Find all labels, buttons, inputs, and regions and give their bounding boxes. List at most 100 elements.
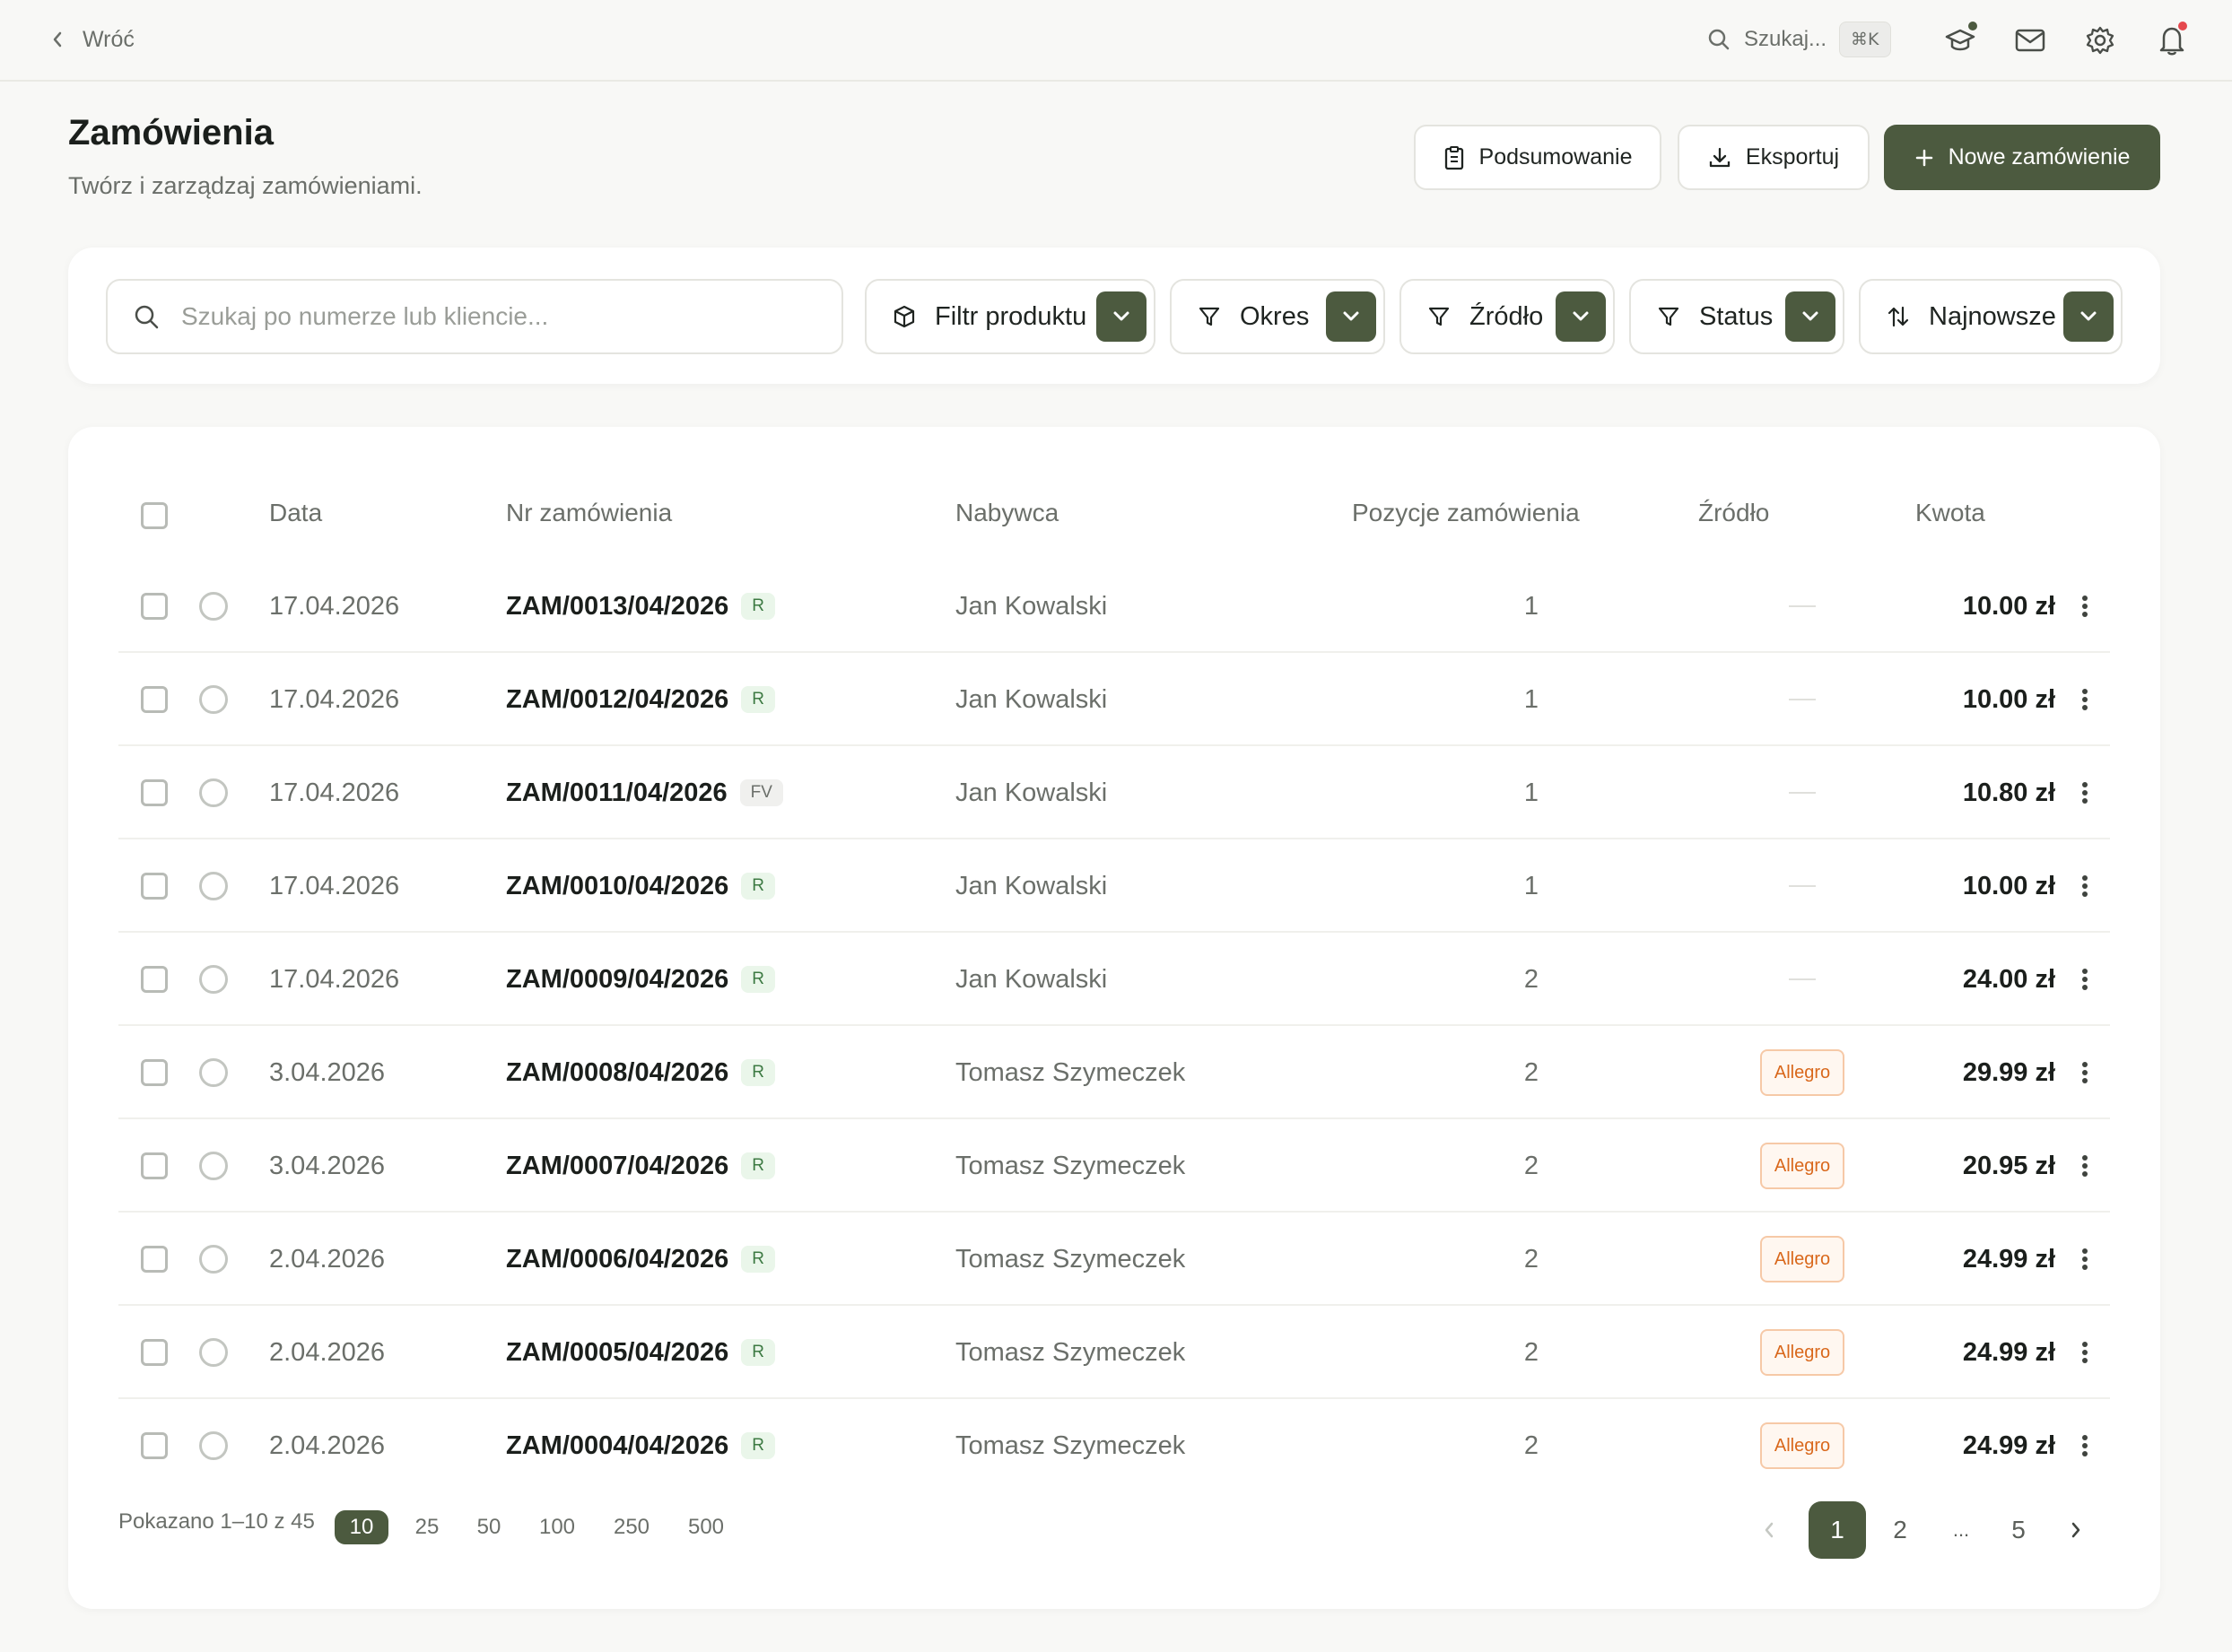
period-filter-toggle[interactable] <box>1326 291 1376 342</box>
global-search[interactable]: Szukaj... ⌘K <box>1706 20 1891 59</box>
row-checkbox[interactable] <box>141 593 168 620</box>
notifications-badge <box>2176 20 2189 32</box>
chevron-down-icon <box>1573 311 1589 321</box>
table-row[interactable]: 17.04.2026 ZAM/0010/04/2026 R Jan Kowalski 1… <box>118 839 2110 933</box>
column-date[interactable]: Data <box>269 499 323 526</box>
row-status-radio[interactable] <box>199 872 228 900</box>
column-buyer[interactable]: Nabywca <box>955 499 1059 526</box>
order-number-cell[interactable]: ZAM/0011/04/2026 FV <box>506 746 783 839</box>
order-date: 17.04.2026 <box>269 964 400 994</box>
order-number-cell[interactable]: ZAM/0008/04/2026 R <box>506 1026 776 1119</box>
order-number-cell[interactable]: ZAM/0009/04/2026 R <box>506 933 776 1026</box>
new-order-button[interactable]: Nowe zamówienie <box>1884 125 2160 190</box>
product-filter[interactable]: Filtr produktu <box>865 279 1155 354</box>
row-checkbox[interactable] <box>141 1152 168 1179</box>
notifications-button[interactable] <box>2151 20 2193 61</box>
order-number-cell[interactable]: ZAM/0012/04/2026 R <box>506 653 776 746</box>
row-checkbox[interactable] <box>141 873 168 900</box>
row-actions-button[interactable] <box>2067 933 2103 1026</box>
row-actions-button[interactable] <box>2067 560 2103 653</box>
page-size-option[interactable]: 10 <box>335 1510 388 1544</box>
back-button[interactable]: Wróć <box>50 23 135 56</box>
page-button[interactable]: 5 <box>2011 1516 2026 1543</box>
page-button-current[interactable]: 1 <box>1809 1501 1866 1559</box>
order-number-cell[interactable]: ZAM/0006/04/2026 R <box>506 1213 776 1306</box>
source-filter-toggle[interactable] <box>1556 291 1606 342</box>
order-number-cell[interactable]: ZAM/0010/04/2026 R <box>506 839 776 933</box>
row-status-radio[interactable] <box>199 965 228 994</box>
product-filter-toggle[interactable] <box>1096 291 1147 342</box>
page-size-option[interactable]: 500 <box>687 1515 725 1539</box>
row-status-radio[interactable] <box>199 1338 228 1367</box>
row-status-radio[interactable] <box>199 778 228 807</box>
more-vertical-icon <box>2082 1248 2088 1270</box>
order-number-cell[interactable]: ZAM/0007/04/2026 R <box>506 1119 776 1213</box>
table-row[interactable]: 3.04.2026 ZAM/0007/04/2026 R Tomasz Szymecz… <box>118 1119 2110 1213</box>
table-row[interactable]: 17.04.2026 ZAM/0012/04/2026 R Jan Kowalski 1… <box>118 653 2110 746</box>
column-items[interactable]: Pozycje zamówienia <box>1352 499 1580 526</box>
order-items-count: 2 <box>1523 964 1539 994</box>
row-status-radio[interactable] <box>199 592 228 621</box>
settings-button[interactable] <box>2079 20 2121 61</box>
export-button[interactable]: Eksportuj <box>1678 125 1870 190</box>
export-label: Eksportuj <box>1745 144 1840 170</box>
table-row[interactable]: 17.04.2026 ZAM/0013/04/2026 R Jan Kowalski 1… <box>118 560 2110 653</box>
summary-button[interactable]: Podsumowanie <box>1414 125 1661 190</box>
page-size-option[interactable]: 100 <box>538 1515 576 1539</box>
row-checkbox[interactable] <box>141 1432 168 1459</box>
row-divider <box>118 1397 2110 1399</box>
order-search[interactable] <box>106 279 843 354</box>
table-row[interactable]: 2.04.2026 ZAM/0004/04/2026 R Tomasz Szymecz… <box>118 1399 2110 1492</box>
order-date: 2.04.2026 <box>269 1244 386 1274</box>
row-checkbox[interactable] <box>141 686 168 713</box>
order-number-cell[interactable]: ZAM/0004/04/2026 R <box>506 1399 776 1492</box>
table-row[interactable]: 3.04.2026 ZAM/0008/04/2026 R Tomasz Szymecz… <box>118 1026 2110 1119</box>
row-checkbox[interactable] <box>141 1339 168 1366</box>
row-actions-button[interactable] <box>2067 1026 2103 1119</box>
sort-select-toggle[interactable] <box>2063 291 2114 342</box>
column-order-number[interactable]: Nr zamówienia <box>506 499 673 526</box>
page-size-option[interactable]: 250 <box>613 1515 650 1539</box>
row-checkbox[interactable] <box>141 1059 168 1086</box>
previous-page-button[interactable] <box>1751 1501 1787 1559</box>
order-source <box>1739 746 1865 839</box>
source-badge: Allegro <box>1759 1236 1845 1282</box>
row-actions-button[interactable] <box>2067 746 2103 839</box>
row-actions-button[interactable] <box>2067 1399 2103 1492</box>
table-row[interactable]: 2.04.2026 ZAM/0005/04/2026 R Tomasz Szymecz… <box>118 1306 2110 1399</box>
learning-button[interactable] <box>1940 20 1981 61</box>
order-number-cell[interactable]: ZAM/0013/04/2026 R <box>506 560 776 653</box>
row-actions-button[interactable] <box>2067 839 2103 933</box>
row-status-radio[interactable] <box>199 1058 228 1087</box>
status-filter-toggle[interactable] <box>1785 291 1835 342</box>
order-search-input[interactable] <box>181 302 809 331</box>
row-status-radio[interactable] <box>199 685 228 714</box>
row-actions-button[interactable] <box>2067 1306 2103 1399</box>
row-status-radio[interactable] <box>199 1431 228 1460</box>
row-checkbox[interactable] <box>141 1246 168 1273</box>
table-row[interactable]: 17.04.2026 ZAM/0011/04/2026 FV Jan Kowalski… <box>118 746 2110 839</box>
messages-button[interactable] <box>2010 20 2051 61</box>
plus-icon <box>1915 149 1932 166</box>
row-actions-button[interactable] <box>2067 1119 2103 1213</box>
table-row[interactable]: 2.04.2026 ZAM/0006/04/2026 R Tomasz Szymecz… <box>118 1213 2110 1306</box>
row-checkbox[interactable] <box>141 966 168 993</box>
table-row[interactable]: 17.04.2026 ZAM/0009/04/2026 R Jan Kowalski 2… <box>118 933 2110 1026</box>
page-button[interactable]: 2 <box>1893 1516 1907 1543</box>
row-status-radio[interactable] <box>199 1152 228 1180</box>
sort-select[interactable]: Najnowsze <box>1859 279 2123 354</box>
row-actions-button[interactable] <box>2067 653 2103 746</box>
status-filter[interactable]: Status <box>1629 279 1844 354</box>
source-filter[interactable]: Źródło <box>1399 279 1615 354</box>
order-number-cell[interactable]: ZAM/0005/04/2026 R <box>506 1306 776 1399</box>
page-size-option[interactable]: 50 <box>476 1515 501 1539</box>
next-page-button[interactable] <box>2058 1501 2094 1559</box>
column-amount[interactable]: Kwota <box>1915 499 1985 526</box>
page-size-option[interactable]: 25 <box>414 1515 440 1539</box>
period-filter[interactable]: Okres <box>1170 279 1385 354</box>
column-source[interactable]: Źródło <box>1698 499 1770 526</box>
row-status-radio[interactable] <box>199 1245 228 1274</box>
row-checkbox[interactable] <box>141 779 168 806</box>
select-all-checkbox[interactable] <box>141 502 168 529</box>
row-actions-button[interactable] <box>2067 1213 2103 1306</box>
